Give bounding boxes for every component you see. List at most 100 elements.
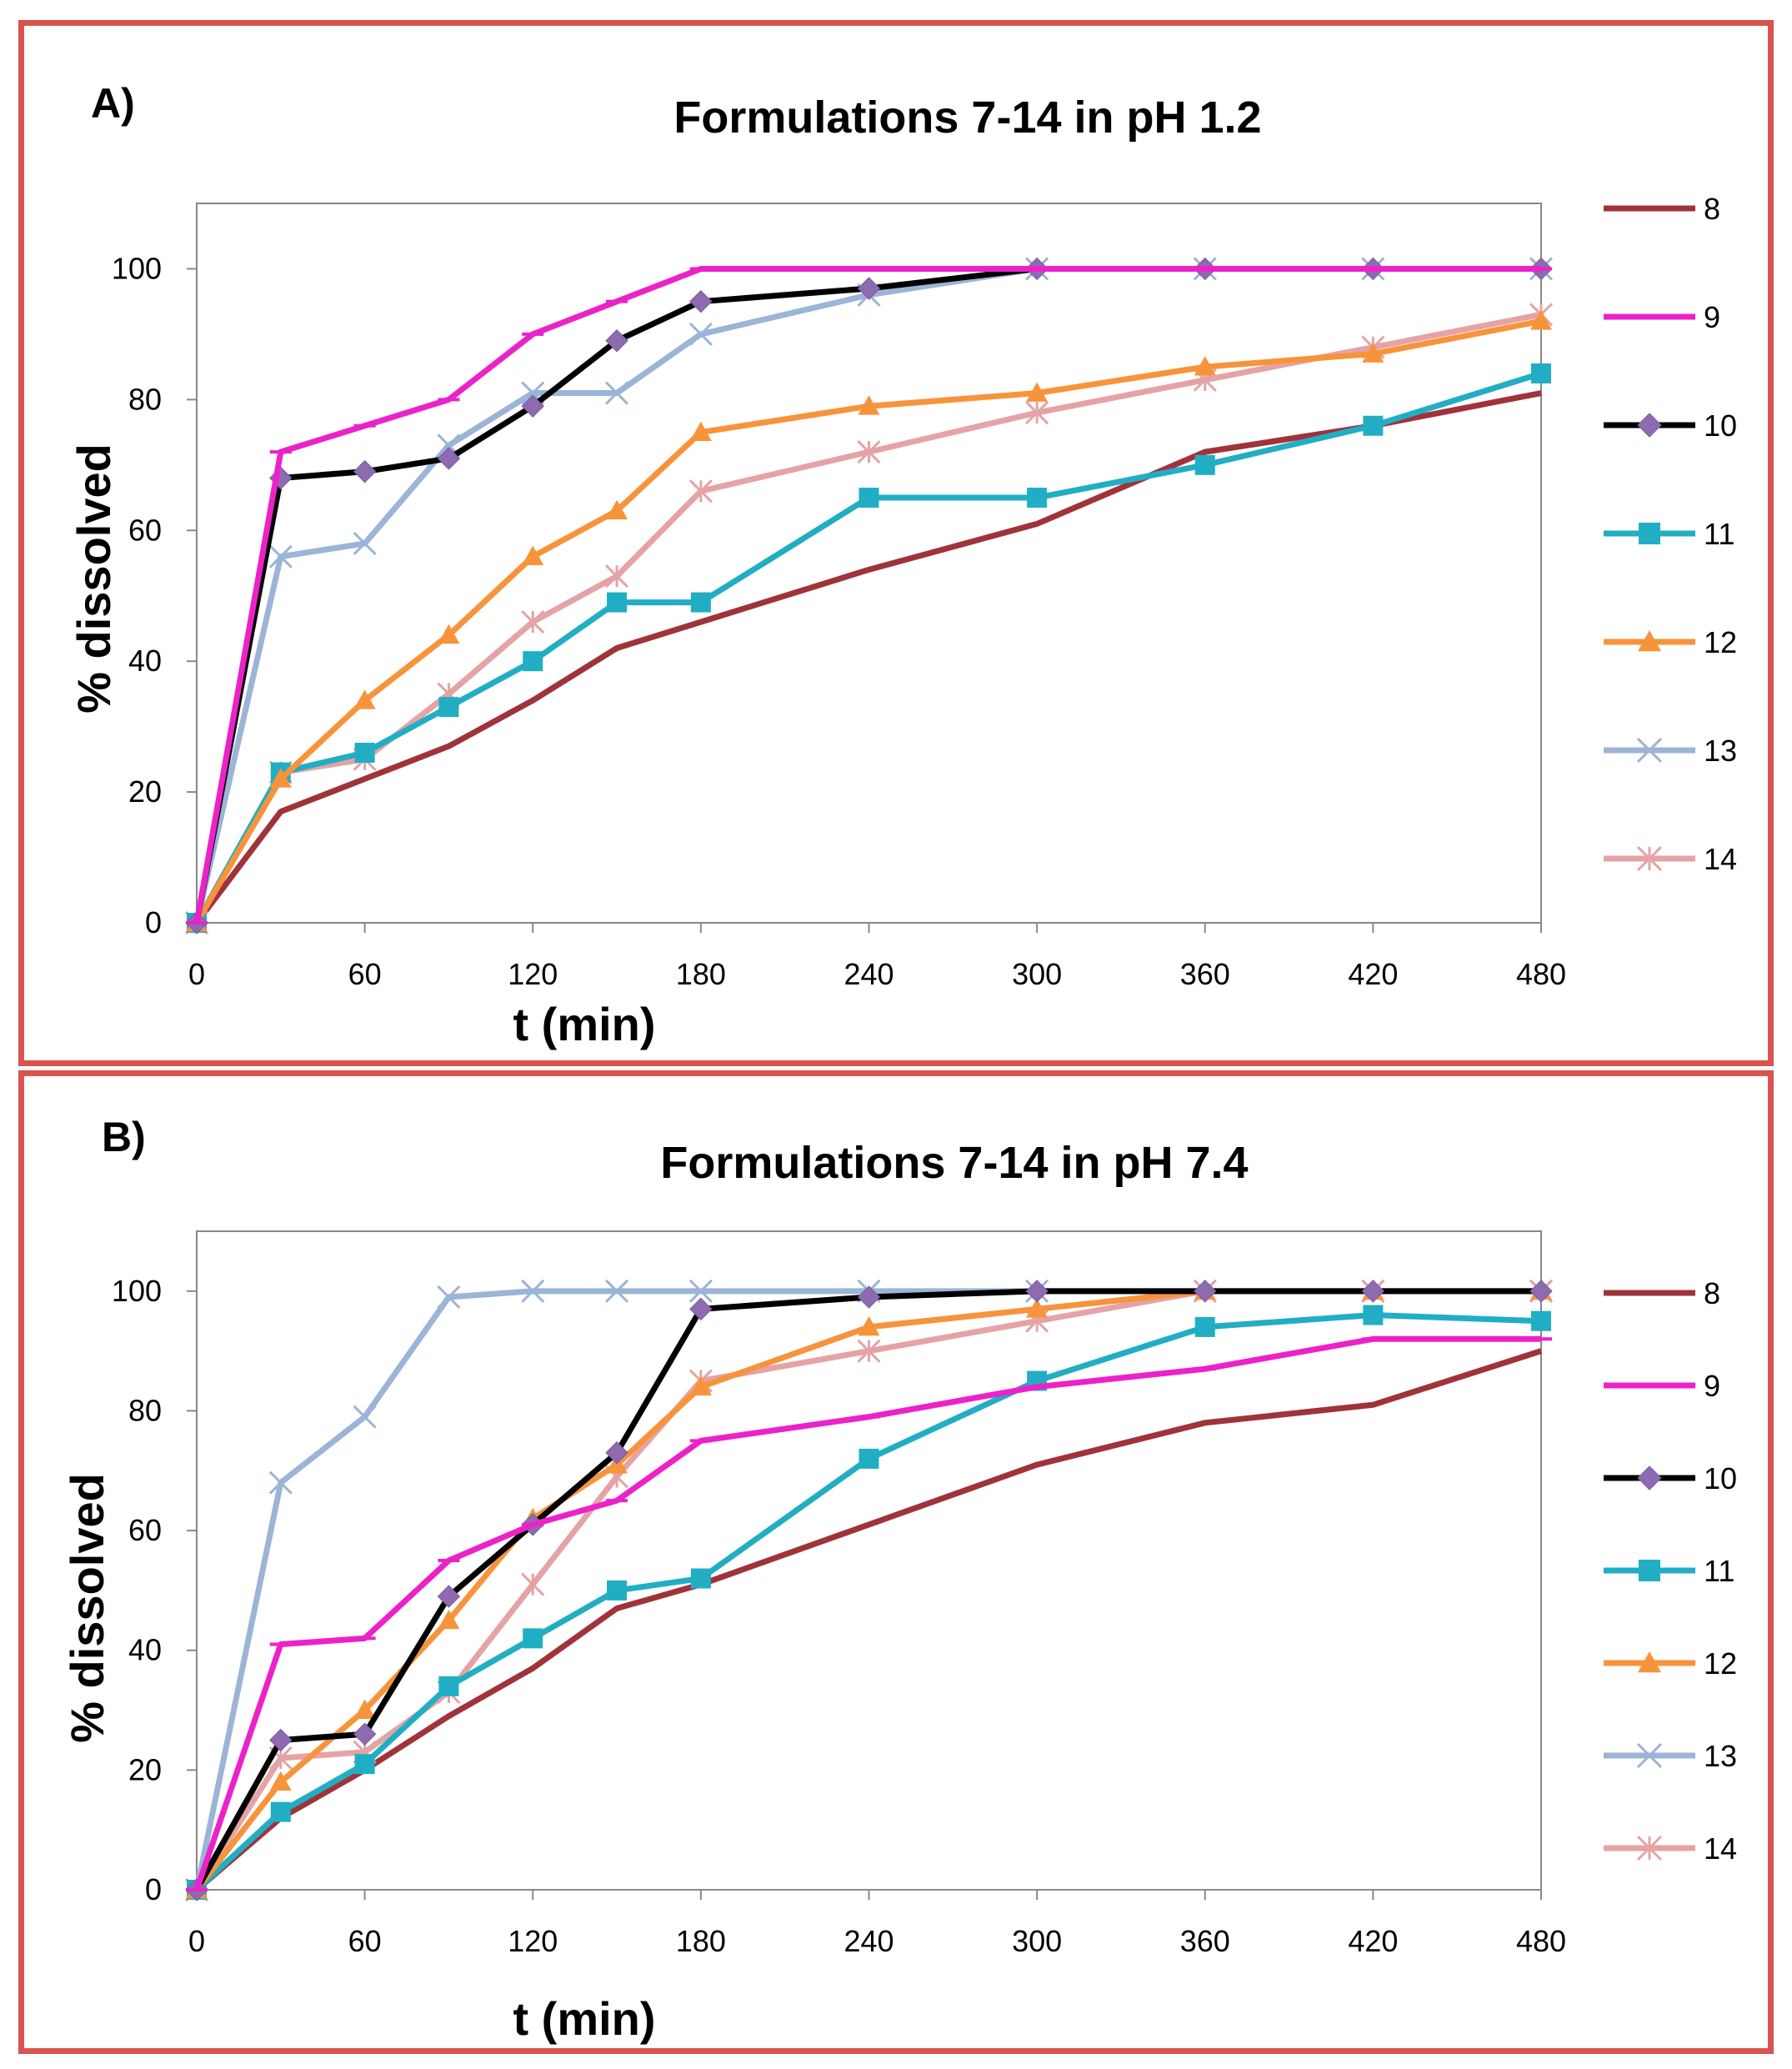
- series-10-point: [605, 329, 628, 353]
- x-axis-title-a: t (min): [513, 998, 655, 1050]
- series-11-point: [438, 1676, 459, 1696]
- legend-label: 8: [1704, 192, 1720, 226]
- series-11-point: [1531, 1310, 1551, 1331]
- series-13-point: [605, 381, 629, 405]
- x-tick-label: 0: [188, 957, 205, 991]
- series-12-group: [186, 1280, 1552, 1899]
- series-12-point: [1026, 382, 1049, 402]
- series-10-point: [353, 1722, 377, 1746]
- series-12-point: [689, 421, 712, 441]
- y-tick-label: 40: [128, 644, 162, 678]
- legend-item-8: 8: [1604, 1276, 1720, 1310]
- legend-label: 8: [1704, 1276, 1720, 1310]
- chart-title-b: Formulations 7-14 in pH 7.4: [660, 1138, 1248, 1188]
- legend-item-10: 10: [1604, 408, 1737, 443]
- legend-marker: [1639, 523, 1660, 544]
- legend-item-14: 14: [1604, 842, 1737, 876]
- series-12-group: [186, 310, 1552, 932]
- series-8-line: [194, 1348, 1543, 1892]
- x-axis-title-b: t (min): [513, 1992, 655, 2045]
- x-tick-label: 240: [843, 1924, 893, 1958]
- legend-marker: [1638, 1651, 1661, 1673]
- series-13-point: [605, 1279, 629, 1303]
- series-10-point: [857, 1285, 881, 1309]
- series-11-point: [523, 651, 543, 672]
- series-8-group: [194, 390, 1542, 925]
- series-11-point: [1027, 488, 1048, 508]
- series-13-point: [268, 544, 293, 569]
- series-13-group: [184, 1279, 1554, 1902]
- series-10-point: [1194, 1280, 1217, 1303]
- y-tick-label: 20: [128, 774, 162, 809]
- plot-area-a: [196, 203, 1542, 924]
- y-tick-label: 100: [112, 1274, 162, 1308]
- series-13-point: [688, 1279, 713, 1303]
- legend-item-8: 8: [1604, 192, 1720, 226]
- series-10-point: [1529, 1280, 1553, 1303]
- series-9-line: [193, 1335, 1541, 1891]
- x-tick-label: 60: [348, 957, 382, 991]
- panel-label-a: A): [91, 80, 135, 127]
- y-axis-title-b: % dissolved: [61, 1473, 113, 1743]
- series-11-point: [523, 1628, 543, 1649]
- series-12-point: [689, 1375, 712, 1396]
- y-tick-label: 0: [145, 905, 162, 939]
- series-10-point: [689, 1297, 713, 1321]
- series-12-line: [193, 318, 1542, 924]
- series-12-point: [438, 1609, 460, 1630]
- series-14-point: [688, 479, 713, 503]
- x-tick-label: 0: [188, 1924, 205, 1958]
- series-11-point: [858, 1448, 879, 1469]
- x-tick-label: 300: [1012, 1924, 1062, 1958]
- series-11-point: [690, 1568, 711, 1589]
- x-tick-label: 480: [1516, 1924, 1566, 1958]
- legend-marker: [1636, 1742, 1663, 1769]
- series-13-point: [521, 1279, 545, 1303]
- series-10-point: [1361, 1280, 1385, 1303]
- series-14-point: [521, 1572, 545, 1596]
- series-12-point: [858, 395, 880, 415]
- legend-marker: [1636, 1835, 1663, 1861]
- x-tick-label: 360: [1180, 1924, 1230, 1958]
- series-12-point: [858, 1315, 880, 1336]
- series-8-line: [194, 390, 1542, 925]
- chart-a-svg: A) Formulations 7-14 in pH 1.2 t (min) %…: [68, 80, 1737, 1050]
- series-11-point: [607, 1580, 628, 1601]
- series-10-point: [437, 1585, 461, 1608]
- series-13-point: [268, 1470, 293, 1495]
- series-11-point: [1194, 454, 1215, 475]
- series-10-point: [269, 1728, 293, 1752]
- legend-label: 9: [1704, 1369, 1720, 1403]
- legend-item-10: 10: [1604, 1461, 1737, 1495]
- series-11-point: [1363, 1305, 1384, 1325]
- series-10-group: [185, 257, 1553, 934]
- series-13-line: [193, 1288, 1541, 1891]
- series-10-group: [185, 1280, 1553, 1901]
- series-14-point: [857, 440, 881, 464]
- series-10-point: [689, 289, 713, 313]
- series-12-line: [194, 1288, 1541, 1892]
- legend-item-13: 13: [1604, 1739, 1737, 1773]
- x-tick-label: 180: [676, 1924, 726, 1958]
- legend-item-13: 13: [1604, 734, 1737, 768]
- x-tick-label: 120: [508, 1924, 558, 1958]
- legend-label: 12: [1704, 1646, 1737, 1681]
- series-14-group: [184, 1279, 1554, 1902]
- x-tick-label: 360: [1180, 957, 1230, 991]
- series-11-point: [354, 743, 375, 764]
- legend-item-9: 9: [1604, 300, 1720, 334]
- series-12-point: [1194, 356, 1216, 376]
- x-tick-label: 480: [1516, 957, 1566, 991]
- legend-marker: [1636, 737, 1663, 764]
- series-9-group: [186, 265, 1552, 924]
- series-12-point: [606, 499, 628, 520]
- series-13-point: [688, 322, 713, 346]
- series-11-line: [194, 1312, 1542, 1892]
- series-10-point: [437, 447, 461, 470]
- x-tick-label: 240: [843, 957, 893, 991]
- legend-marker: [1636, 845, 1663, 872]
- legend-item-9: 9: [1604, 1369, 1720, 1403]
- series-11-point: [354, 1754, 375, 1775]
- legend-label: 11: [1704, 1554, 1734, 1588]
- series-13-point: [353, 531, 377, 556]
